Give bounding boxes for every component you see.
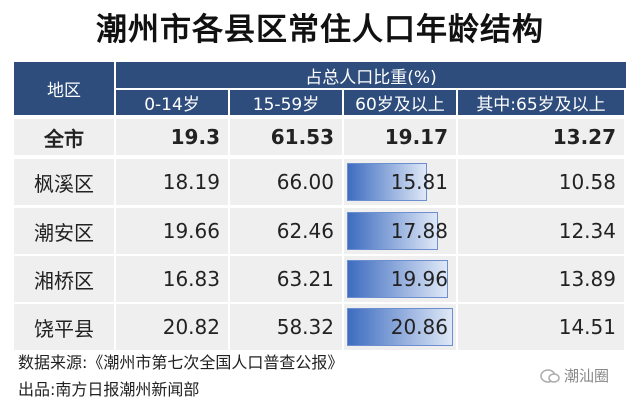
- watermark: 潮汕圈: [540, 365, 609, 386]
- cell-text: 20.82: [162, 315, 220, 339]
- cell: 19.66: [116, 208, 228, 254]
- cell: 66.00: [230, 159, 342, 205]
- row-label: 全市: [14, 119, 114, 155]
- header-column: 0-14岁: [116, 90, 228, 115]
- cell-text: 19.17: [384, 125, 448, 149]
- cell-text: 枫溪区: [34, 171, 94, 196]
- cell-text: 13.27: [552, 125, 616, 149]
- cell: 16.83: [116, 256, 228, 302]
- header-column: 60岁及以上: [344, 90, 456, 115]
- cell: 10.58: [458, 159, 624, 205]
- cell-text: 66.00: [276, 170, 334, 194]
- cell: 19.96: [344, 256, 456, 302]
- row-label: 枫溪区: [14, 159, 114, 205]
- cell-text: 18.19: [162, 170, 220, 194]
- cell-text: 62.46: [276, 219, 334, 243]
- row-label: 潮安区: [14, 208, 114, 254]
- cell: 19.3: [116, 119, 228, 155]
- cell: 14.51: [458, 304, 624, 350]
- cell-text: 12.34: [558, 219, 616, 243]
- cell-text: 19.96: [390, 267, 448, 291]
- cell-text: 14.51: [558, 315, 616, 339]
- cell: 62.46: [230, 208, 342, 254]
- cell: 18.19: [116, 159, 228, 205]
- title: 潮州市各县区常住人口年龄结构: [96, 12, 544, 48]
- cell: 19.17: [344, 119, 456, 155]
- cell-text: 潮安区: [34, 220, 94, 245]
- cell-text: 19.66: [162, 219, 220, 243]
- cell-text: 13.89: [558, 267, 616, 291]
- cell: 17.88: [344, 208, 456, 254]
- cell-text: 20.86: [390, 315, 448, 339]
- cell: 20.82: [116, 304, 228, 350]
- cell-text: 19.3: [170, 125, 220, 149]
- publisher: 出品:南方日报潮州新闻部: [18, 380, 200, 399]
- row-label: 饶平县: [14, 304, 114, 350]
- header-column: 其中:65岁及以上: [458, 90, 624, 115]
- watermark-text: 潮汕圈: [564, 367, 610, 385]
- cell: 13.89: [458, 256, 624, 302]
- cell-text: 61.53: [270, 125, 334, 149]
- cell-text: 15.81: [390, 170, 448, 194]
- cell: 12.34: [458, 208, 624, 254]
- cell: 15.81: [344, 159, 456, 205]
- data-bar: [347, 163, 428, 201]
- cell-text: 10.58: [558, 170, 616, 194]
- cell-text: 湘桥区: [34, 268, 94, 293]
- source: 数据来源:《潮州市第七次全国人口普查公报》: [18, 353, 344, 372]
- data-bar: [347, 308, 453, 346]
- cell-text: 58.32: [276, 315, 334, 339]
- data-bar: [347, 212, 438, 250]
- cell: 61.53: [230, 119, 342, 155]
- cell: 13.27: [458, 119, 624, 155]
- cell-text: 16.83: [162, 267, 220, 291]
- row-label: 湘桥区: [14, 256, 114, 302]
- cell-text: 63.21: [276, 267, 334, 291]
- cell-text: 17.88: [390, 219, 448, 243]
- cell: 58.32: [230, 304, 342, 350]
- cell-text: 饶平县: [34, 316, 94, 341]
- cell-text: 全市: [44, 126, 84, 151]
- header-region: 地区: [14, 62, 114, 115]
- data-bar: [347, 260, 449, 298]
- cell: 20.86: [344, 304, 456, 350]
- watermark-icon: [540, 368, 560, 383]
- header-group: 占总人口比重(%): [116, 62, 626, 88]
- cell: 63.21: [230, 256, 342, 302]
- header-column: 15-59岁: [230, 90, 342, 115]
